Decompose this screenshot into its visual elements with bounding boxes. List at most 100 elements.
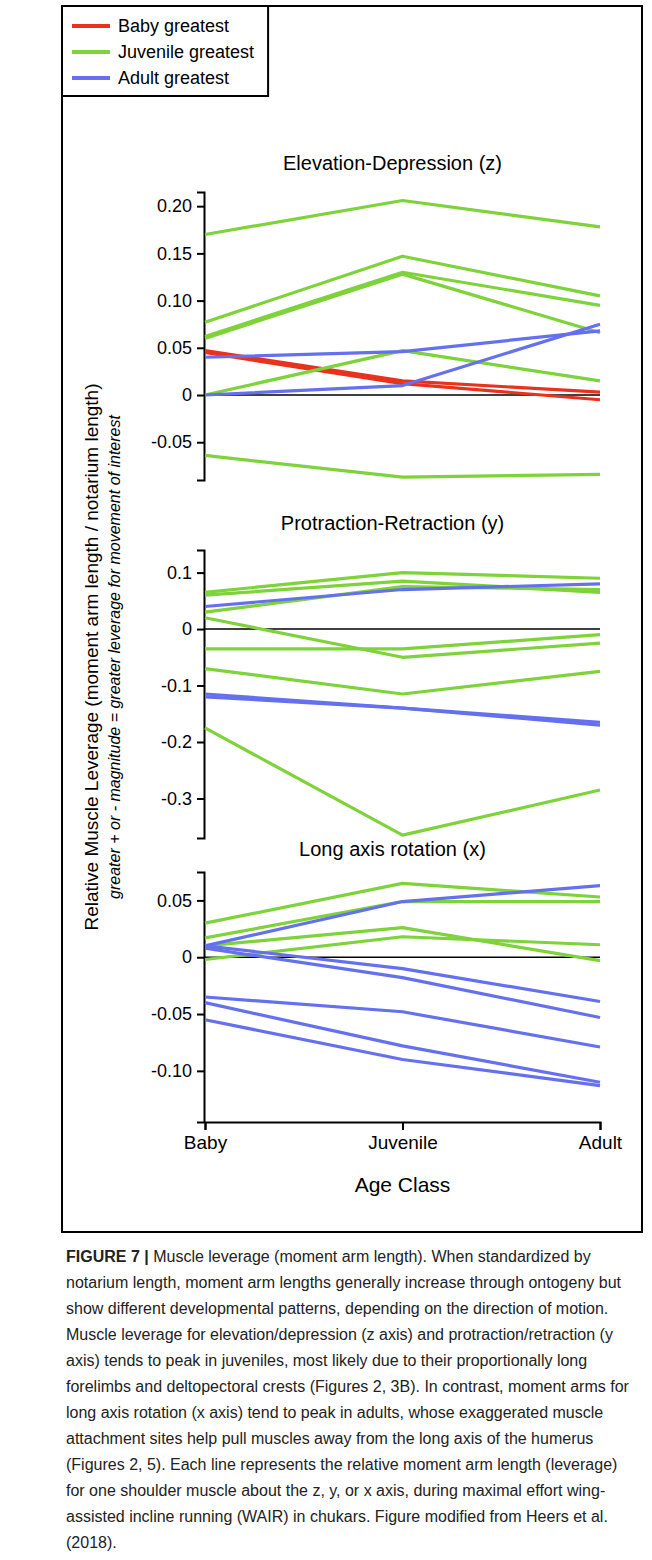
y-tick-label: 0.1 bbox=[167, 563, 192, 583]
series-line bbox=[205, 256, 600, 322]
y-tick-mark bbox=[197, 742, 204, 744]
y-tick-label: 0 bbox=[182, 385, 192, 405]
y-axis: -0.10 -0.05 0 0.05 bbox=[151, 873, 205, 1123]
figure: Elevation-Depression (z)-0.0500.050.100.… bbox=[0, 0, 652, 1236]
caption: FIGURE 7 | Muscle leverage (moment arm l… bbox=[66, 1244, 640, 1556]
frame bbox=[62, 6, 642, 1232]
x-tick-label: Juvenile bbox=[368, 1132, 438, 1153]
y-axis-line bbox=[197, 551, 205, 839]
series-line bbox=[205, 272, 600, 336]
legend-label: Juvenile greatest bbox=[118, 42, 254, 62]
series-line bbox=[205, 455, 600, 477]
series-line bbox=[205, 1020, 600, 1086]
y-tick-mark bbox=[197, 395, 204, 397]
y-tick: 0 bbox=[182, 619, 204, 639]
series-line bbox=[205, 728, 600, 835]
panel-title: Elevation-Depression (z) bbox=[283, 152, 502, 174]
caption-text: Muscle leverage (moment arm length). Whe… bbox=[66, 1248, 629, 1551]
caption-label: FIGURE 7 | bbox=[66, 1248, 149, 1265]
y-axis: -0.05 0 0.05 0.10 0.15 0.20 bbox=[151, 193, 205, 481]
y-tick-mark bbox=[197, 253, 204, 255]
y-tick-label: -0.1 bbox=[161, 676, 192, 696]
y-tick: -0.3 bbox=[161, 789, 204, 809]
y-tick-label: 0.20 bbox=[157, 196, 192, 216]
y-tick: 0.1 bbox=[167, 563, 204, 583]
y-tick: -0.05 bbox=[151, 432, 204, 452]
panel: Protraction-Retraction (y) -0.3 -0.2 -0.1 0 0… bbox=[161, 512, 600, 839]
x-axis: Baby Juvenile Adult bbox=[184, 1122, 623, 1153]
panel: Elevation-Depression (z) -0.05 0 0.05 0.10 0.… bbox=[151, 152, 600, 481]
series-line bbox=[205, 618, 600, 658]
series-line bbox=[205, 946, 600, 1002]
y-tick: 0.15 bbox=[157, 244, 204, 264]
y-tick: 0.05 bbox=[157, 338, 204, 358]
series-line bbox=[205, 1003, 600, 1083]
x-tick-mark bbox=[600, 1122, 602, 1130]
series-line bbox=[205, 886, 600, 946]
y-axis-title: Relative Muscle Leverage (moment arm len… bbox=[81, 383, 102, 930]
series-line bbox=[205, 635, 600, 649]
y-tick: -0.2 bbox=[161, 732, 204, 752]
y-axis-line bbox=[197, 193, 205, 481]
series-line bbox=[205, 584, 600, 607]
panel: Long axis rotation (x) -0.10 -0.05 0 0.05 Bab… bbox=[151, 838, 623, 1196]
x-tick-mark bbox=[402, 1122, 404, 1130]
series-line bbox=[205, 351, 600, 395]
series-line bbox=[205, 324, 600, 395]
plot-area bbox=[205, 573, 600, 836]
y-tick-mark bbox=[197, 572, 204, 574]
y-tick-mark bbox=[197, 685, 204, 687]
y-tick-label: -0.2 bbox=[161, 732, 192, 752]
y-tick-label: -0.05 bbox=[151, 1004, 192, 1024]
y-tick-mark bbox=[197, 957, 204, 959]
legend-swatch bbox=[72, 24, 110, 28]
legend-box bbox=[62, 6, 268, 96]
y-tick: 0.20 bbox=[157, 196, 204, 216]
panel-title: Long axis rotation (x) bbox=[299, 838, 486, 860]
y-tick: 0.10 bbox=[157, 291, 204, 311]
series-line bbox=[205, 694, 600, 722]
y-tick-label: 0.15 bbox=[157, 244, 192, 264]
y-tick-label: -0.3 bbox=[161, 789, 192, 809]
y-tick-mark bbox=[197, 1014, 204, 1016]
plot-area bbox=[205, 883, 600, 1085]
y-axis-line bbox=[197, 873, 205, 1123]
y-tick: 0 bbox=[182, 385, 204, 405]
x-tick-label: Baby bbox=[184, 1132, 228, 1153]
panel-title: Protraction-Retraction (y) bbox=[281, 512, 504, 534]
series-line bbox=[205, 274, 600, 338]
x-tick: Adult bbox=[579, 1122, 623, 1153]
y-tick-label: -0.10 bbox=[151, 1061, 192, 1081]
legend-swatch bbox=[72, 76, 110, 80]
series-line bbox=[205, 697, 600, 725]
y-tick-mark bbox=[197, 1070, 204, 1072]
x-tick: Baby bbox=[184, 1122, 228, 1153]
y-tick-label: -0.05 bbox=[151, 432, 192, 452]
y-tick-mark bbox=[197, 347, 204, 349]
y-tick-mark bbox=[197, 206, 204, 208]
y-tick: 0 bbox=[182, 947, 204, 967]
y-tick-mark bbox=[197, 442, 204, 444]
y-tick: -0.10 bbox=[151, 1061, 204, 1081]
x-tick-label: Adult bbox=[579, 1132, 623, 1153]
y-tick-label: 0.05 bbox=[157, 338, 192, 358]
y-axis-note: greater + or - magnitude = greater lever… bbox=[106, 415, 123, 899]
y-tick-mark bbox=[197, 900, 204, 902]
x-tick-mark bbox=[205, 1122, 207, 1130]
plot-area bbox=[205, 200, 600, 477]
legend-swatch bbox=[72, 50, 110, 54]
series-line bbox=[205, 200, 600, 234]
y-tick-label: 0.05 bbox=[157, 891, 192, 911]
x-axis-title: Age Class bbox=[355, 1173, 451, 1196]
legend-label: Baby greatest bbox=[118, 16, 229, 36]
y-tick-mark bbox=[197, 629, 204, 631]
y-tick-label: 0 bbox=[182, 619, 192, 639]
y-axis: -0.3 -0.2 -0.1 0 0.1 bbox=[161, 551, 205, 839]
y-tick-label: 0.10 bbox=[157, 291, 192, 311]
y-tick: -0.05 bbox=[151, 1004, 204, 1024]
y-tick: -0.1 bbox=[161, 676, 204, 696]
x-axis-line bbox=[206, 1123, 601, 1131]
y-tick-mark bbox=[197, 798, 204, 800]
y-tick-mark bbox=[197, 300, 204, 302]
y-tick: 0.05 bbox=[157, 891, 204, 911]
